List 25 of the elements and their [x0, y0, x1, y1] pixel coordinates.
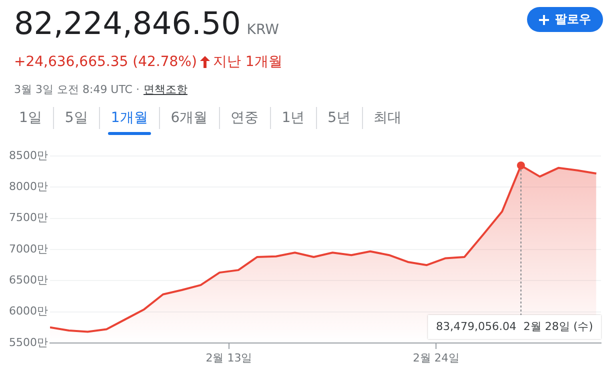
- text: 1년: [270, 107, 316, 129]
- annotation: 83,479,056.04 2월 28일 (수): [436, 320, 594, 333]
- y-tick-label: 5500만: [9, 336, 48, 349]
- text: 1일: [18, 109, 43, 128]
- text: 연중: [218, 107, 270, 129]
- y-tick-label: 6000만: [9, 304, 48, 318]
- text: 최대: [362, 107, 413, 129]
- text: KRW: [246, 22, 279, 38]
- text: 5일: [52, 107, 99, 129]
- chart-title: 82,224,846.50: [14, 6, 241, 42]
- y-tick-label: 8500만: [9, 148, 48, 162]
- y-tick-label: 6500만: [9, 274, 48, 287]
- y-tick-label: 7000만: [9, 242, 48, 256]
- text: 1개월: [98, 107, 159, 129]
- text: 3월 3일 오전 8:49 UTC ·: [14, 82, 140, 97]
- text: 지난 1개월: [212, 53, 282, 71]
- y-tick-label: 8000만: [9, 180, 48, 194]
- text: 팔로우: [555, 11, 591, 28]
- text: 면책조항: [144, 82, 188, 97]
- y-tick-label: 7500만: [9, 211, 48, 224]
- x-tick-label: 2월 13일: [206, 351, 252, 364]
- text: 5년: [316, 107, 362, 129]
- text: +24,636,665.35 (42.78%): [14, 54, 197, 70]
- x-tick-label: 2월 24일: [412, 351, 460, 364]
- text: 6개월: [158, 107, 219, 129]
